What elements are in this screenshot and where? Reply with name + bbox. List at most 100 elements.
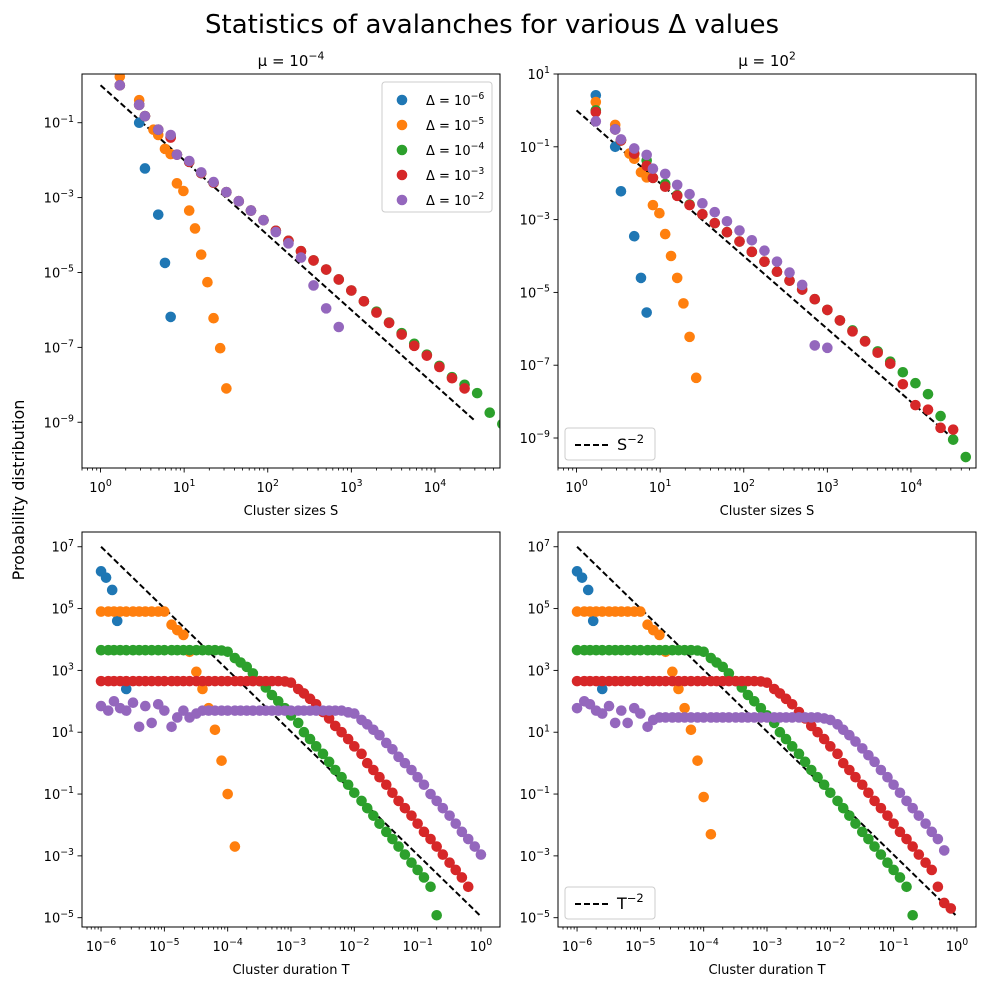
- series-4: [95, 675, 474, 893]
- data-point: [431, 841, 442, 852]
- data-point: [159, 606, 170, 617]
- data-point: [412, 818, 423, 829]
- data-point: [705, 828, 717, 840]
- data-point: [346, 285, 357, 296]
- data-point: [152, 209, 164, 220]
- data-point: [926, 826, 938, 838]
- data-point: [628, 143, 640, 154]
- x-tick-label: 100: [89, 478, 112, 496]
- series-1: [590, 89, 652, 318]
- y-tick-label: 107: [528, 538, 551, 556]
- data-point: [901, 881, 912, 893]
- legend-label: T−2: [616, 891, 644, 913]
- chart-panel-3: 10−6 10−5 10−4 10−3 10−2 10−1 100 10−5 10−3 10−1 1…: [44, 531, 501, 978]
- data-point: [793, 748, 805, 760]
- y-tick-label: 10−5: [520, 284, 550, 302]
- data-point: [673, 683, 684, 695]
- x-tick-label: 103: [340, 478, 363, 496]
- data-point: [576, 572, 588, 583]
- data-point: [329, 764, 341, 776]
- data-point: [120, 683, 132, 695]
- series-5: [571, 696, 950, 856]
- data-point: [406, 857, 417, 869]
- data-point: [418, 826, 430, 838]
- data-point: [809, 340, 821, 351]
- data-point: [825, 741, 836, 752]
- series-2: [114, 74, 232, 394]
- data-point: [641, 149, 652, 161]
- series-5: [590, 116, 833, 354]
- data-point: [746, 235, 758, 246]
- x-tick-label: 104: [424, 478, 447, 496]
- data-point: [622, 717, 633, 729]
- data-point: [847, 326, 858, 337]
- data-point: [183, 155, 195, 167]
- data-point: [596, 683, 608, 695]
- data-point: [856, 743, 868, 754]
- data-point: [671, 179, 683, 191]
- x-axis-label: Cluster duration T: [708, 963, 825, 978]
- data-point: [245, 205, 257, 216]
- data-point: [349, 787, 360, 799]
- data-point: [920, 857, 931, 869]
- data-point: [914, 929, 925, 940]
- data-point: [910, 399, 921, 411]
- legend-box: [564, 886, 656, 920]
- data-point: [202, 276, 213, 288]
- data-point: [317, 748, 329, 760]
- data-point: [869, 795, 880, 807]
- data-point: [222, 646, 233, 658]
- legend-marker: [396, 119, 408, 131]
- data-point: [361, 802, 373, 814]
- data-point: [859, 336, 871, 347]
- data-point: [875, 849, 887, 860]
- data-point: [659, 181, 671, 193]
- data-point: [844, 764, 855, 776]
- y-tick-label: 10−1: [520, 785, 550, 803]
- series-1: [116, 74, 176, 323]
- data-point: [603, 700, 615, 712]
- data-point: [856, 779, 868, 791]
- data-point: [856, 826, 868, 838]
- data-point: [869, 756, 880, 768]
- x-tick-label: 10−3: [752, 937, 782, 955]
- data-point: [308, 255, 319, 266]
- data-point: [832, 748, 843, 760]
- data-point: [647, 199, 659, 211]
- plot-frame: [557, 531, 977, 928]
- data-point: [399, 802, 411, 814]
- data-point: [406, 810, 417, 821]
- data-point: [671, 190, 683, 202]
- data-point: [901, 795, 912, 807]
- data-point: [796, 279, 808, 291]
- data-point: [709, 206, 721, 218]
- data-point: [771, 256, 783, 267]
- data-point: [844, 810, 855, 821]
- data-point: [850, 818, 861, 829]
- x-tick-label: 10−6: [86, 937, 116, 955]
- series-1: [571, 566, 608, 695]
- data-point: [786, 741, 798, 752]
- data-point: [111, 615, 123, 627]
- data-point: [647, 172, 659, 184]
- data-point: [178, 185, 189, 197]
- panel-title: μ = 10−4: [258, 49, 325, 70]
- legend-marker: [396, 94, 408, 106]
- data-point: [408, 340, 420, 352]
- reference-power-law-line: [576, 546, 958, 918]
- y-tick-label: 101: [528, 65, 551, 83]
- data-point: [863, 833, 874, 845]
- data-point: [888, 818, 899, 829]
- data-point: [285, 677, 297, 688]
- data-point: [746, 246, 758, 258]
- data-point: [387, 787, 398, 799]
- data-point: [221, 186, 232, 198]
- data-point: [475, 849, 487, 860]
- data-point: [947, 434, 959, 445]
- data-point: [894, 826, 906, 838]
- series-2: [571, 606, 717, 840]
- figure-title: Statistics of avalanches for various Δ v…: [205, 10, 779, 40]
- data-point: [665, 250, 677, 262]
- data-point: [932, 881, 944, 893]
- data-point: [697, 198, 708, 209]
